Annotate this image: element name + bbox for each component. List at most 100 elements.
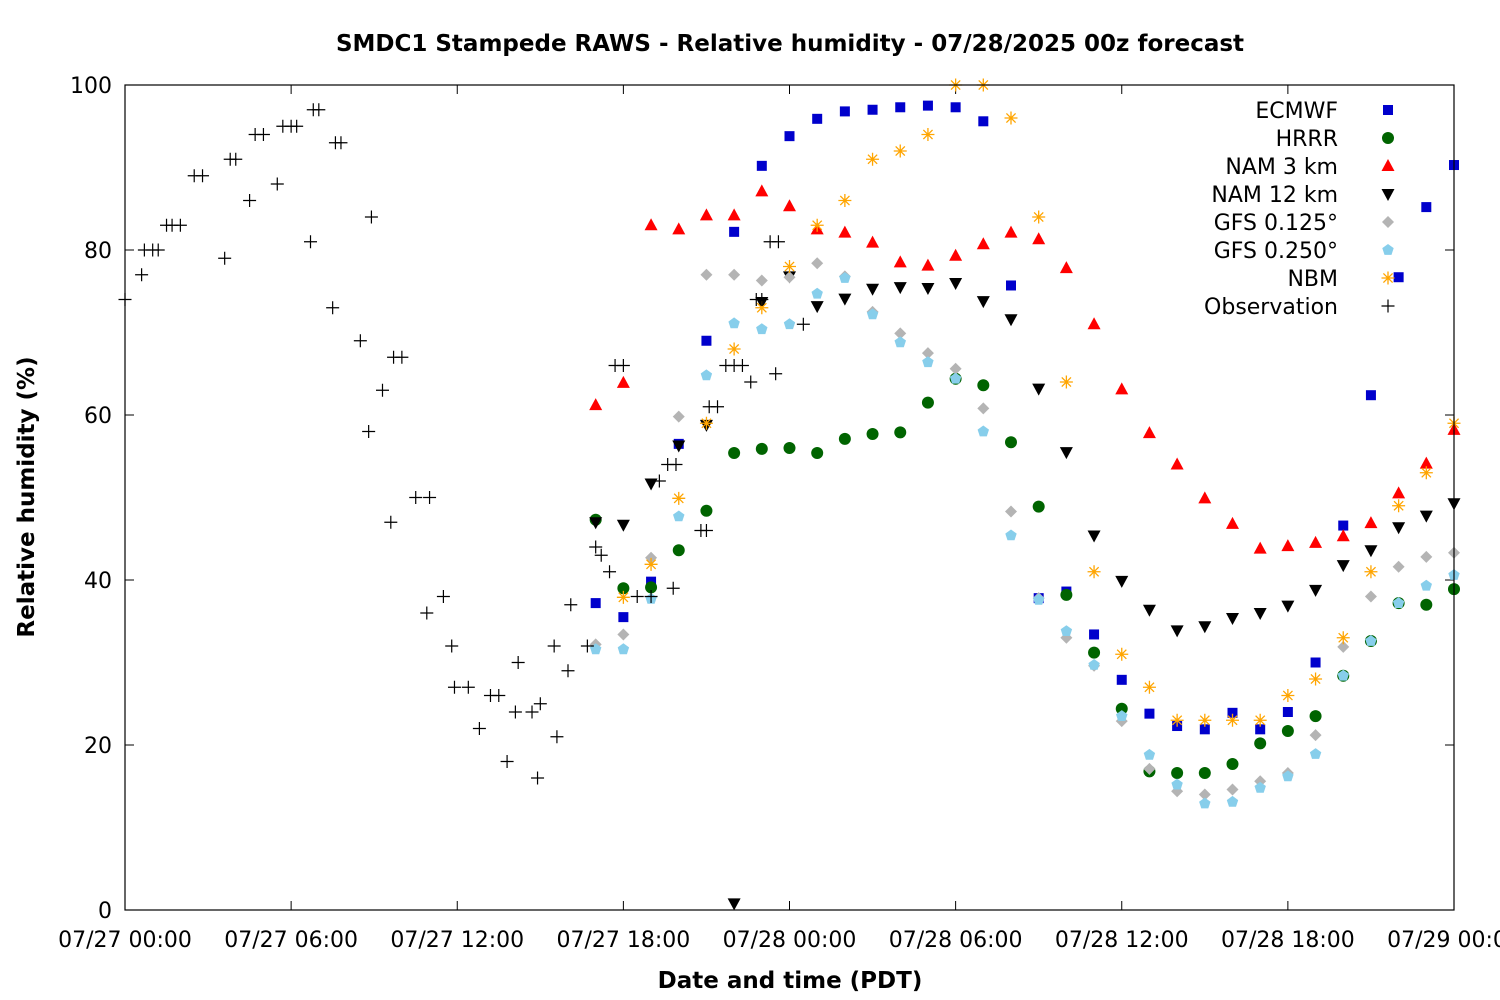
data-point xyxy=(839,272,851,283)
data-point xyxy=(1143,748,1156,760)
x-tick-label: 07/27 12:00 xyxy=(390,928,524,953)
data-point xyxy=(1088,646,1101,659)
data-point xyxy=(894,327,907,340)
data-point xyxy=(895,102,906,113)
data-point xyxy=(1254,737,1267,750)
data-point xyxy=(550,730,564,744)
data-point xyxy=(603,565,617,579)
data-point xyxy=(270,177,284,191)
x-tick-label: 07/28 18:00 xyxy=(1221,928,1355,953)
data-point xyxy=(729,226,740,237)
data-point xyxy=(783,442,796,454)
data-point xyxy=(701,335,712,346)
data-point xyxy=(744,375,758,389)
data-point xyxy=(1198,767,1211,780)
data-point xyxy=(755,184,769,197)
data-point xyxy=(1337,669,1349,681)
data-point xyxy=(617,628,630,641)
data-point xyxy=(1309,710,1322,723)
data-point xyxy=(1365,390,1376,401)
data-point xyxy=(976,237,990,250)
data-point xyxy=(1309,672,1323,686)
data-point xyxy=(334,136,348,150)
data-point xyxy=(1365,635,1377,646)
data-point xyxy=(630,590,644,603)
data-point xyxy=(173,218,187,232)
data-point xyxy=(652,474,666,488)
data-point xyxy=(304,235,318,249)
data-point xyxy=(783,271,796,284)
data-point xyxy=(728,446,741,459)
data-point xyxy=(1170,457,1184,470)
data-point xyxy=(866,283,880,296)
x-axis-label: Date and time (PDT) xyxy=(658,968,923,994)
data-point xyxy=(1116,674,1127,685)
data-point xyxy=(1226,783,1239,796)
y-tick-label: 100 xyxy=(70,74,112,99)
data-point xyxy=(978,116,989,127)
legend-marker xyxy=(1381,271,1395,285)
data-point xyxy=(1253,608,1267,620)
data-point xyxy=(594,548,608,562)
data-point xyxy=(949,248,963,261)
data-point xyxy=(894,426,907,439)
data-point xyxy=(1004,111,1018,125)
data-point xyxy=(547,639,561,653)
data-point xyxy=(1115,575,1129,588)
data-point xyxy=(838,225,852,238)
data-point xyxy=(976,296,990,309)
x-tick-label: 07/28 12:00 xyxy=(1055,928,1189,953)
data-point xyxy=(1309,535,1323,548)
data-point xyxy=(838,293,852,306)
data-point xyxy=(196,169,210,183)
data-marks xyxy=(118,78,1461,911)
data-point xyxy=(1282,707,1293,717)
data-point xyxy=(1392,522,1406,535)
data-point xyxy=(1142,604,1156,617)
data-point xyxy=(1006,280,1016,291)
data-point xyxy=(866,152,880,166)
legend-marker xyxy=(1383,105,1393,115)
data-point xyxy=(1392,499,1406,513)
data-point xyxy=(866,427,879,440)
data-point xyxy=(700,369,713,381)
data-point xyxy=(1170,713,1184,727)
legend-label: Observation xyxy=(1204,295,1338,320)
data-point xyxy=(796,317,810,331)
data-point xyxy=(1336,631,1350,645)
data-point xyxy=(893,144,907,158)
data-point xyxy=(866,308,879,320)
data-point xyxy=(1004,314,1018,327)
data-point xyxy=(1088,659,1100,670)
data-point xyxy=(326,301,340,315)
data-point xyxy=(312,103,326,117)
data-point xyxy=(243,194,257,207)
data-point xyxy=(616,359,630,372)
data-point xyxy=(1420,579,1432,591)
data-point xyxy=(700,268,713,281)
data-point xyxy=(256,128,270,141)
data-point xyxy=(1116,710,1128,721)
data-point xyxy=(353,334,367,348)
data-point xyxy=(672,410,685,423)
data-point xyxy=(1338,520,1349,531)
data-point xyxy=(409,491,423,504)
legend-label: NBM xyxy=(1287,267,1338,292)
data-point xyxy=(395,350,409,364)
data-point xyxy=(811,446,824,459)
data-point xyxy=(218,251,232,265)
data-point xyxy=(1032,232,1046,245)
legend-marker xyxy=(1382,216,1394,228)
data-point xyxy=(590,598,601,609)
data-point xyxy=(1309,748,1322,759)
data-point xyxy=(525,705,539,719)
data-point xyxy=(1226,516,1239,529)
data-point xyxy=(921,282,935,295)
series-gfs-0-250- xyxy=(590,272,1460,809)
legend-label: GFS 0.250° xyxy=(1214,239,1338,264)
data-point xyxy=(564,598,578,612)
x-tick-label: 07/27 06:00 xyxy=(224,928,358,953)
data-point xyxy=(699,208,713,221)
data-point xyxy=(1420,598,1433,611)
